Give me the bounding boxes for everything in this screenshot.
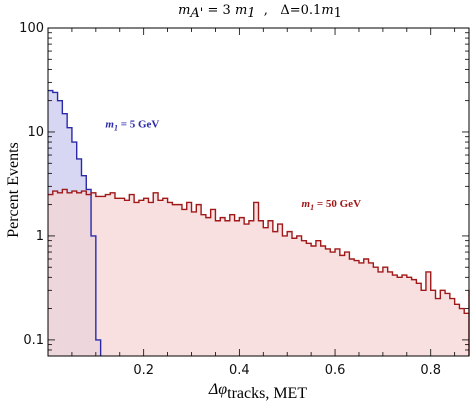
- plot-frame: [47, 27, 470, 357]
- x-tick-label: 0.8: [420, 363, 441, 378]
- series-fills: [48, 90, 469, 356]
- y-tick-label: 100: [19, 21, 44, 36]
- x-tick-label: 0.2: [133, 363, 154, 378]
- x-tick-label: 0.4: [229, 363, 250, 378]
- y-axis-label: Percent Events: [5, 142, 22, 238]
- series-fill-1: [48, 189, 469, 356]
- series-label-1: m1 = 50 GeV: [302, 198, 362, 212]
- y-tick-label: 10: [27, 125, 44, 140]
- y-tick-label: 0.1: [23, 333, 44, 348]
- x-axis-label: Δφtracks, MET: [208, 381, 307, 402]
- chart-title: mA' = 3 m1 , Δ=0.1m1: [178, 3, 342, 21]
- y-tick-label: 1: [36, 229, 44, 244]
- series-annotations: m1 = 5 GeV m1 = 50 GeV: [105, 119, 361, 212]
- x-tick-label: 0.6: [325, 363, 346, 378]
- axis-ticks: 0.2 0.4 0.6 0.8 0.1 1 10 100: [19, 21, 469, 378]
- series-line-0: [48, 89, 102, 356]
- series-label-0: m1 = 5 GeV: [105, 119, 159, 133]
